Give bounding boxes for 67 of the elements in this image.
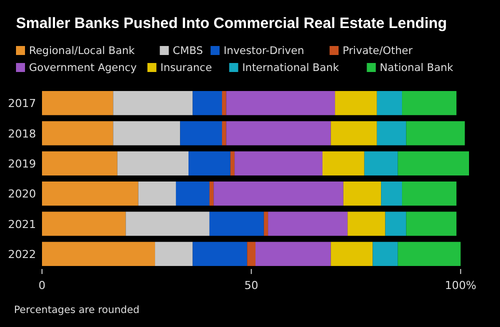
bar <box>268 212 348 236</box>
bar <box>376 121 406 146</box>
bar <box>214 182 344 206</box>
bar <box>234 151 322 176</box>
bar <box>376 91 402 116</box>
legend-label: Insurance <box>160 62 212 74</box>
bar <box>126 212 210 236</box>
chart-title: Smaller Banks Pushed Into Commercial Real Estate Lending <box>16 15 447 32</box>
bar <box>343 182 382 206</box>
bar <box>117 151 189 176</box>
bar <box>42 182 138 206</box>
bar <box>398 151 469 176</box>
bar <box>192 91 222 116</box>
bar <box>348 212 386 236</box>
x-tick-label: 100% <box>444 279 476 292</box>
bar <box>222 91 226 116</box>
bar <box>226 121 331 146</box>
y-tick-label: 2022 <box>8 248 36 261</box>
bar <box>398 242 461 266</box>
legend-label: International Bank <box>242 62 340 74</box>
bar <box>256 242 331 266</box>
bar <box>330 121 377 146</box>
y-tick-label: 2018 <box>8 127 36 140</box>
bar <box>402 91 456 116</box>
bar <box>222 121 226 146</box>
bar <box>42 121 114 146</box>
bar <box>406 121 465 146</box>
bar <box>335 91 377 116</box>
bar <box>372 242 398 266</box>
legend-label: CMBS <box>172 45 204 57</box>
bar <box>226 91 336 116</box>
bar <box>138 182 176 206</box>
bar <box>113 121 180 146</box>
bar <box>176 182 210 206</box>
legend-label: Government Agency <box>29 62 137 74</box>
bar <box>42 151 118 176</box>
bar <box>230 151 235 176</box>
y-tick-label: 2021 <box>8 218 36 231</box>
bar <box>264 212 268 236</box>
bar <box>385 212 406 236</box>
bar <box>406 212 456 236</box>
x-tick-label: 50 <box>244 279 258 292</box>
bar <box>381 182 402 206</box>
bar <box>42 242 156 266</box>
bar <box>42 212 126 236</box>
bar <box>247 242 256 266</box>
bar <box>209 182 214 206</box>
bar <box>113 91 193 116</box>
bar <box>322 151 364 176</box>
bar <box>402 182 456 206</box>
legend-label: Regional/Local Bank <box>29 45 136 57</box>
legend-label: National Bank <box>380 62 454 74</box>
bar <box>42 91 114 116</box>
legend-label: Investor-Driven <box>224 45 304 57</box>
bar <box>155 242 193 266</box>
text: Percentages are rounded <box>14 305 140 316</box>
bar <box>180 121 222 146</box>
y-tick-label: 2020 <box>8 188 36 201</box>
x-tick-label: 0 <box>38 279 46 292</box>
bar <box>330 242 373 266</box>
bar <box>364 151 398 176</box>
legend-label: Private/Other <box>342 45 414 57</box>
bar <box>209 212 264 236</box>
y-tick-label: 2019 <box>8 157 36 170</box>
y-tick-label: 2017 <box>8 97 36 110</box>
bar <box>188 151 230 176</box>
bar <box>192 242 248 266</box>
